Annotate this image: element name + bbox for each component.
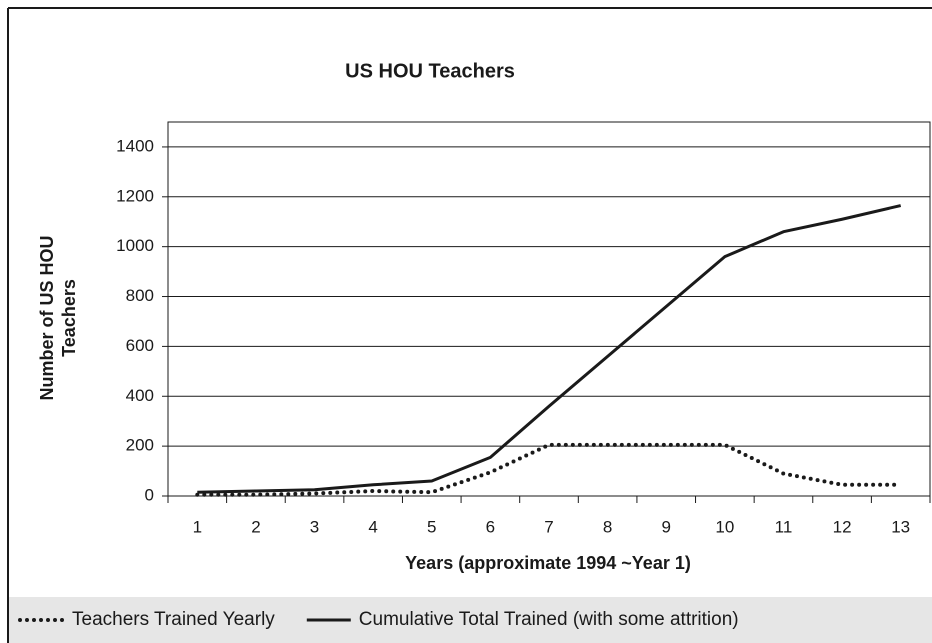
y-tick-label: 1200 — [116, 186, 154, 205]
x-tick-label: 10 — [715, 517, 734, 536]
x-tick-label: 8 — [603, 517, 612, 536]
x-tick-label: 2 — [251, 517, 260, 536]
y-tick-label: 200 — [126, 436, 154, 455]
x-tick-label: 5 — [427, 517, 436, 536]
x-tick-label: 13 — [891, 517, 910, 536]
series-line — [197, 204, 902, 494]
x-tick-label: 9 — [661, 517, 670, 536]
plot-area — [167, 121, 931, 497]
legend-label: Teachers Trained Yearly — [72, 609, 275, 630]
x-tick-label: 7 — [544, 517, 553, 536]
y-tick-label: 1400 — [116, 136, 154, 155]
y-axis-label: Number of US HOU — [37, 235, 57, 400]
y-tick-label: 800 — [126, 286, 154, 305]
y-tick-label: 400 — [126, 386, 154, 405]
y-axis-label: Teachers — [59, 279, 79, 357]
x-axis-label: Years (approximate 1994 ~Year 1) — [405, 553, 691, 573]
chart-title: US HOU Teachers — [345, 60, 515, 82]
series-line — [195, 442, 903, 497]
y-tick-label: 1000 — [116, 236, 154, 255]
x-tick-label: 6 — [486, 517, 495, 536]
legend-box — [9, 597, 932, 643]
x-tick-label: 12 — [833, 517, 852, 536]
x-tick-label: 1 — [193, 517, 202, 536]
y-tick-label: 0 — [145, 485, 154, 504]
x-tick-label: 4 — [368, 517, 377, 536]
y-tick-label: 600 — [126, 336, 154, 355]
legend-label: Cumulative Total Trained (with some attr… — [359, 609, 739, 630]
x-tick-label: 11 — [775, 517, 793, 536]
x-tick-label: 3 — [310, 517, 319, 536]
